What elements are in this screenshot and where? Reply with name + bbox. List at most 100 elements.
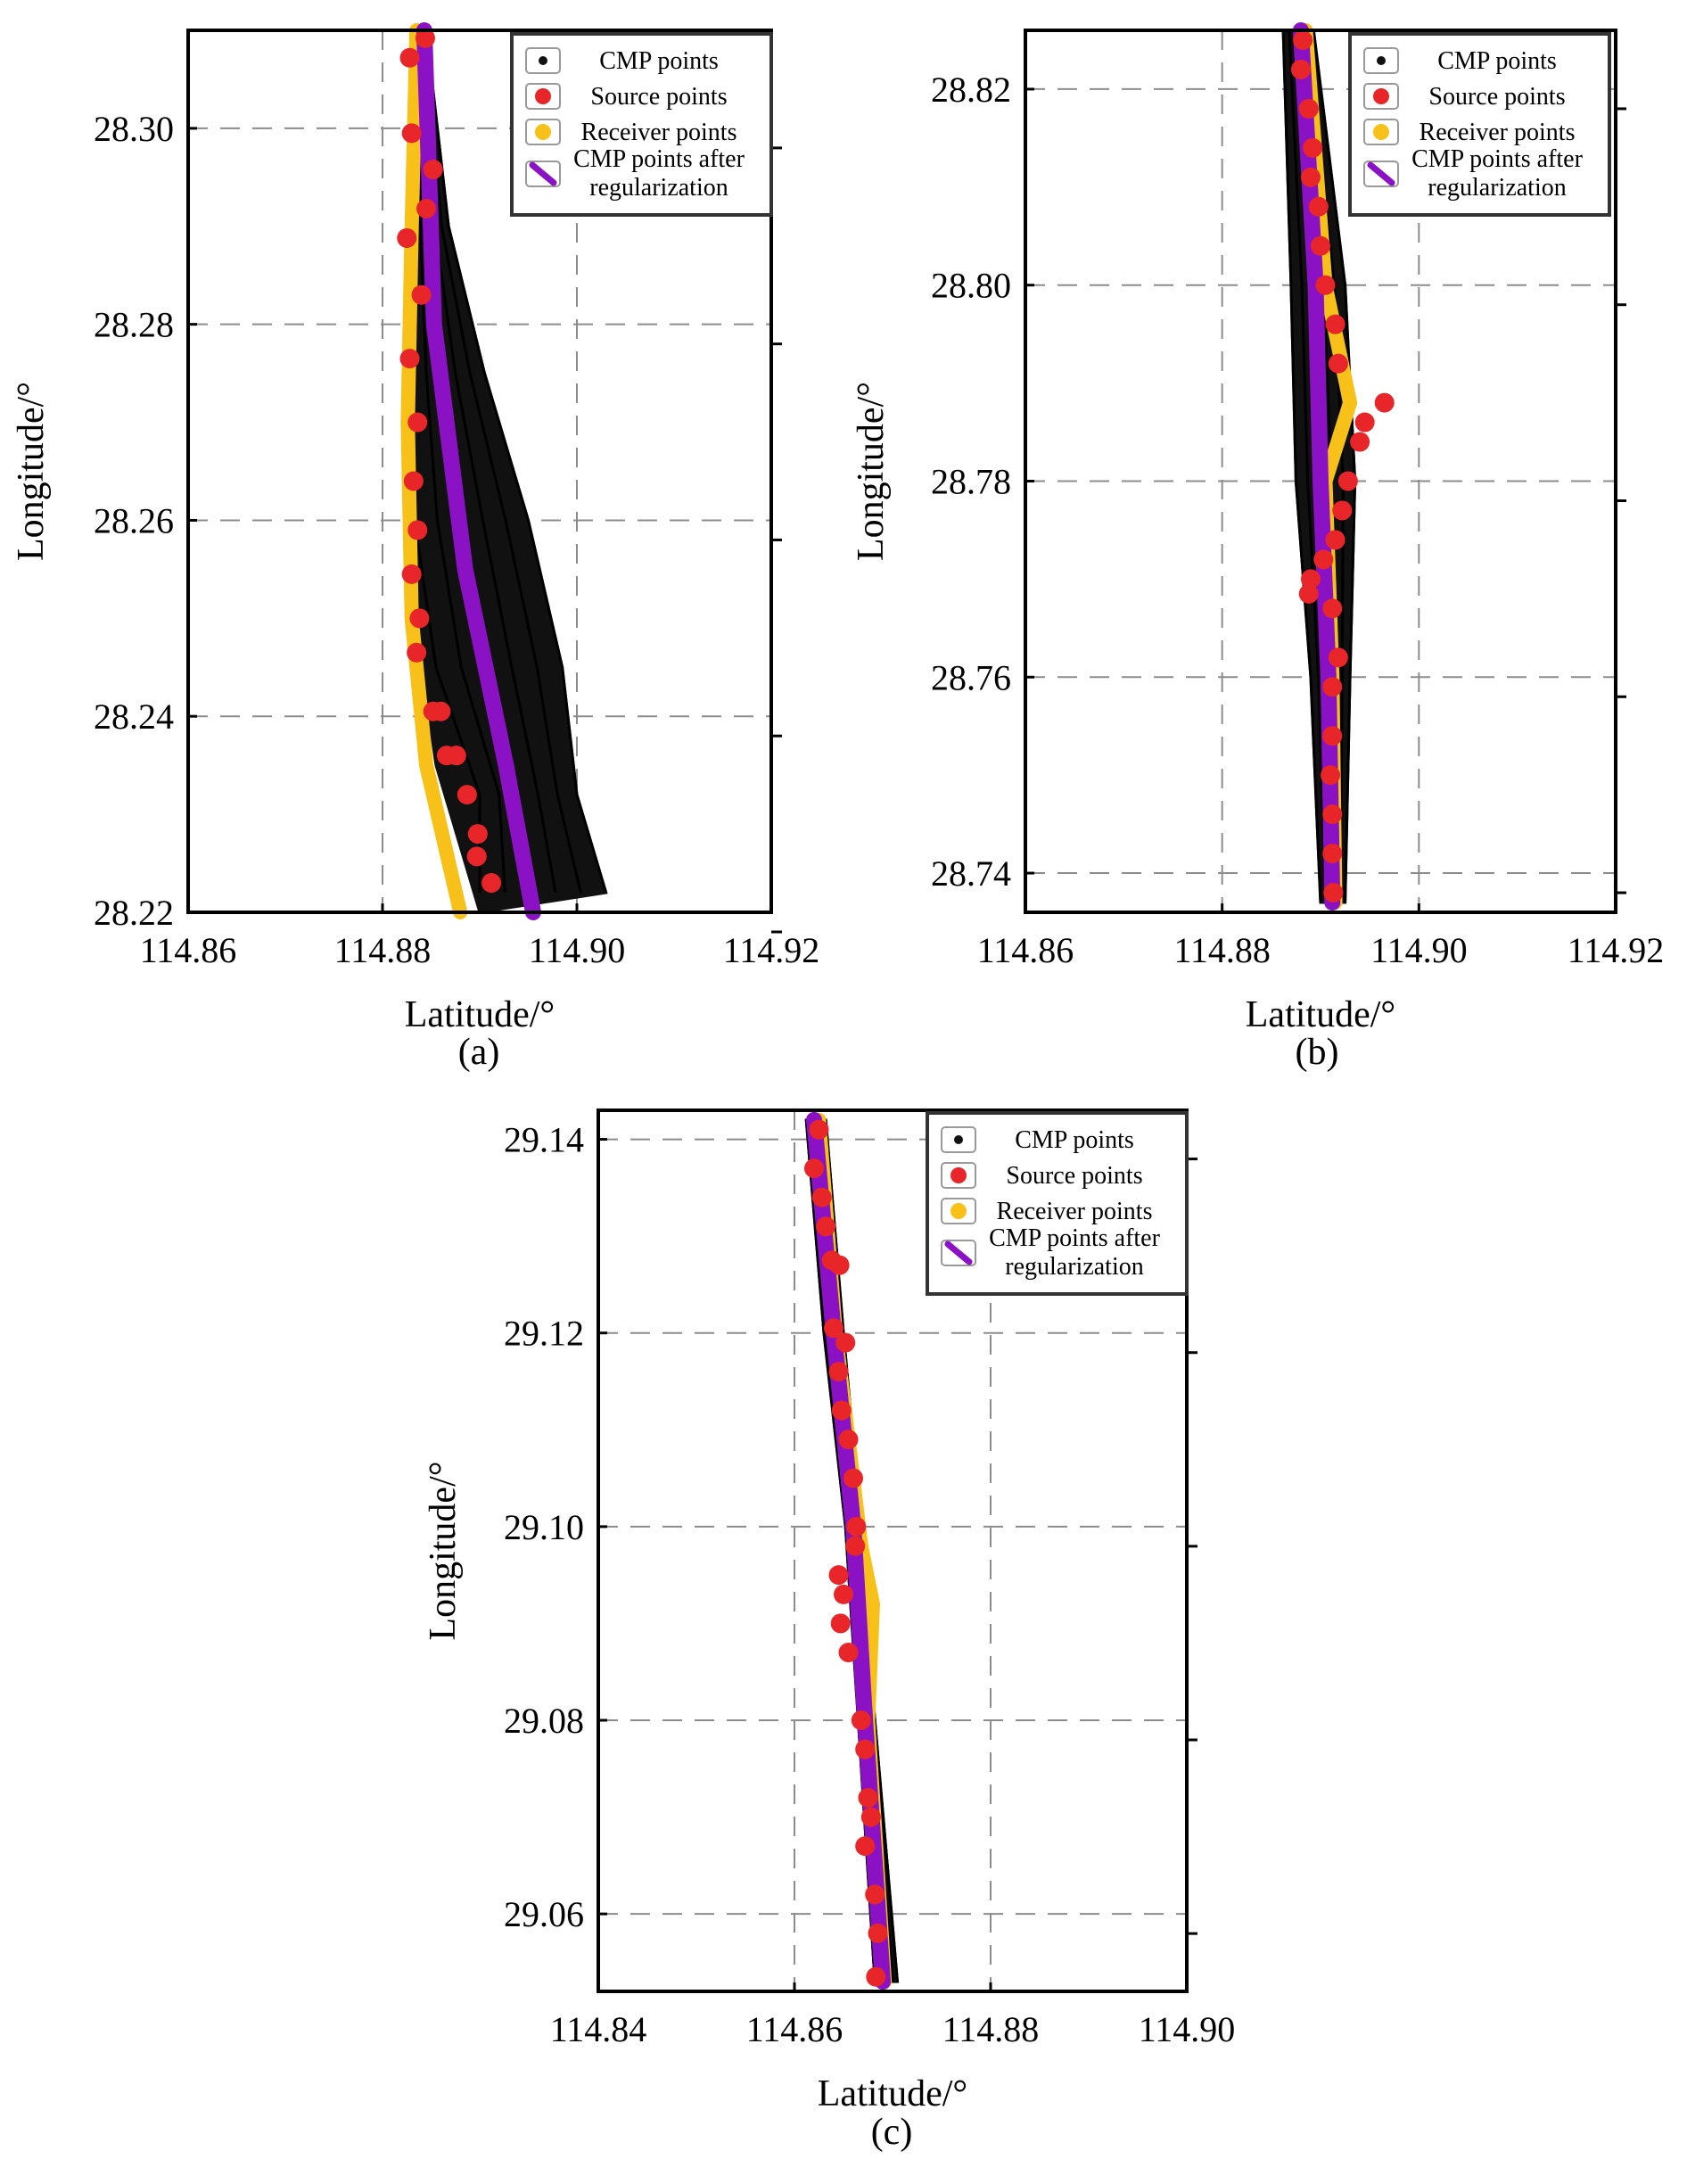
source-point (1322, 804, 1343, 825)
source-point (399, 349, 420, 369)
panel-label: (b) (1296, 1032, 1339, 1073)
y-tick-label: 28.78 (931, 461, 1011, 501)
source-point (467, 824, 488, 845)
source-point (1374, 392, 1395, 413)
source-point (1328, 353, 1348, 374)
source-point (415, 28, 435, 48)
source-point (1322, 677, 1343, 697)
legend-cmp-marker (539, 56, 547, 65)
legend-regularized-label-line2: regularization (589, 174, 728, 202)
source-point (1321, 765, 1341, 786)
plot-frame (1024, 29, 1617, 914)
source-point (1311, 235, 1330, 256)
source-point (804, 1158, 824, 1179)
source-point (855, 1836, 876, 1857)
source-point (1323, 883, 1344, 903)
source-point (1337, 471, 1358, 491)
legend-regularized-label-line2: regularization (1005, 1253, 1143, 1281)
y-tick-label: 28.80 (931, 266, 1011, 306)
source-point (829, 1255, 850, 1275)
regularized-cmp-line (416, 22, 541, 920)
y-tick-label: 28.26 (94, 500, 174, 540)
chart-panel-3: 114.84 114.86 114.88 114.90 29.06 29.08 29.10 2… (423, 1108, 1235, 2153)
legend-source-marker (950, 1167, 967, 1183)
source-point (1298, 583, 1319, 604)
source-point (466, 846, 487, 867)
legend-cmp-marker (954, 1135, 963, 1144)
regularized-cmp-line (1292, 22, 1341, 911)
source-point (1322, 598, 1343, 619)
source-point (845, 1536, 866, 1556)
legend-cmp-label: CMP points (1437, 47, 1557, 75)
receiver-points-line (400, 23, 468, 919)
y-tick-label: 28.24 (94, 696, 174, 737)
source-point (481, 873, 502, 894)
y-axis-title: Longitude/° (423, 1461, 464, 1640)
source-point (1325, 314, 1345, 334)
source-point (834, 1584, 853, 1604)
source-point (1298, 98, 1319, 119)
source-point (824, 1318, 844, 1339)
x-tick-label: 114.86 (140, 930, 237, 970)
source-point (407, 642, 427, 663)
source-point (407, 412, 428, 433)
source-point (403, 471, 424, 491)
x-tick-label: 114.86 (746, 2009, 844, 2049)
legend: CMP points Source points Receiver pointsCM… (1348, 32, 1611, 217)
source-point (1313, 549, 1334, 570)
x-tick-label: 114.88 (334, 930, 432, 970)
legend-regularized-label-line2: regularization (1428, 174, 1566, 202)
source-point (816, 1216, 836, 1237)
source-point (407, 520, 428, 540)
y-tick-label: 29.08 (504, 1701, 584, 1741)
source-point (401, 123, 422, 144)
source-point (828, 1565, 849, 1586)
y-tick-label: 28.76 (931, 657, 1011, 697)
source-point (457, 785, 477, 805)
source-point (416, 198, 437, 218)
source-point (1308, 196, 1329, 217)
source-point (1350, 432, 1370, 452)
legend-source-label: Source points (1428, 83, 1565, 111)
source-point (811, 1187, 832, 1207)
legend-receiver-marker (535, 124, 551, 140)
plot-frame (186, 29, 773, 914)
y-tick-label: 28.30 (94, 109, 174, 149)
y-axis-title: Longitude/° (11, 382, 52, 561)
source-point (835, 1332, 856, 1353)
y-tick-label: 29.14 (504, 1120, 584, 1160)
x-tick-label: 114.88 (942, 2009, 1040, 2049)
legend-source-label: Source points (1006, 1162, 1142, 1190)
legend-regularized-marker (1367, 161, 1395, 186)
y-tick-label: 29.12 (504, 1314, 584, 1354)
panel-label: (a) (458, 1032, 500, 1073)
x-axis-title: Latitude/° (405, 994, 555, 1035)
source-point (809, 1119, 829, 1140)
source-point (1315, 275, 1336, 295)
y-axis-title: Longitude/° (851, 382, 892, 561)
legend-source-marker (535, 88, 551, 104)
source-point (830, 1613, 851, 1634)
x-tick-label: 114.88 (1173, 930, 1271, 970)
x-tick-label: 114.90 (529, 930, 626, 970)
source-point (855, 1739, 876, 1760)
source-point (831, 1400, 852, 1421)
legend-regularized-label-line1: CMP points after (989, 1224, 1161, 1252)
source-point (838, 1430, 859, 1450)
cmp-trace (423, 29, 582, 894)
source-point (868, 1923, 888, 1943)
y-tick-label: 29.06 (504, 1894, 584, 1934)
source-point (865, 1884, 885, 1905)
legend-receiver-label: Receiver points (1420, 119, 1576, 146)
plot-frame (597, 1108, 1189, 1993)
source-point (397, 227, 417, 248)
legend-receiver-marker (1373, 124, 1389, 140)
chart-panel-1: 114.86 114.88 114.90 114.92 28.22 28.24 28.26 2… (11, 22, 819, 1073)
y-tick-label: 28.82 (931, 70, 1011, 110)
y-tick-label: 28.28 (94, 305, 174, 345)
y-tick-label: 28.22 (94, 893, 174, 933)
legend: CMP points Source points Receiver pointsCM… (510, 32, 773, 217)
legend-source-label: Source points (590, 83, 727, 111)
legend-receiver-marker (950, 1203, 967, 1219)
